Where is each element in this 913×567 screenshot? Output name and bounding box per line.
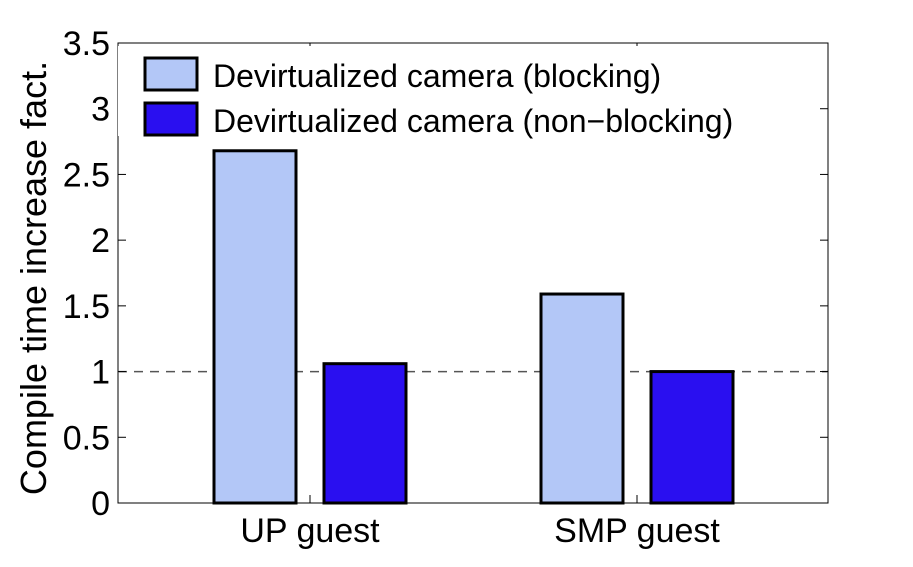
y-tick-label: 1.5	[63, 288, 110, 326]
legend-swatch-blocking	[143, 56, 199, 92]
x-tick-label: UP guest	[240, 512, 380, 550]
legend-label-blocking: Devirtualized camera (blocking)	[213, 58, 661, 94]
x-axis-ticks: UP guest SMP guest	[240, 43, 720, 550]
bar-non-blocking-0	[322, 362, 408, 505]
bar-non-blocking-1	[649, 370, 735, 505]
y-axis-label: Compile time increase fact.	[13, 61, 54, 495]
y-tick-label: 2	[91, 222, 110, 260]
y-tick-label: 2.5	[63, 156, 110, 194]
bar-blocking-0	[212, 149, 298, 505]
plot-frame	[117, 42, 829, 504]
y-tick-label: 0	[91, 485, 110, 523]
y-tick-label: 1	[91, 354, 110, 392]
y-tick-label: 0.5	[63, 419, 110, 457]
legend-swatch-non-blocking	[143, 101, 199, 137]
plot-border	[117, 42, 829, 504]
bars-group	[212, 149, 735, 505]
bar-blocking-1	[539, 292, 625, 505]
legend: Devirtualized camera (blocking) Devirtua…	[118, 46, 808, 139]
y-tick-label: 3	[91, 91, 110, 129]
y-axis-ticks: 0 0.5 1 1.5 2 2.5 3 3.5	[63, 25, 828, 523]
y-tick-label: 3.5	[63, 25, 110, 63]
x-tick-label: SMP guest	[554, 512, 720, 550]
legend-label-non-blocking: Devirtualized camera (non−blocking)	[213, 103, 733, 139]
legend-background	[118, 46, 808, 136]
